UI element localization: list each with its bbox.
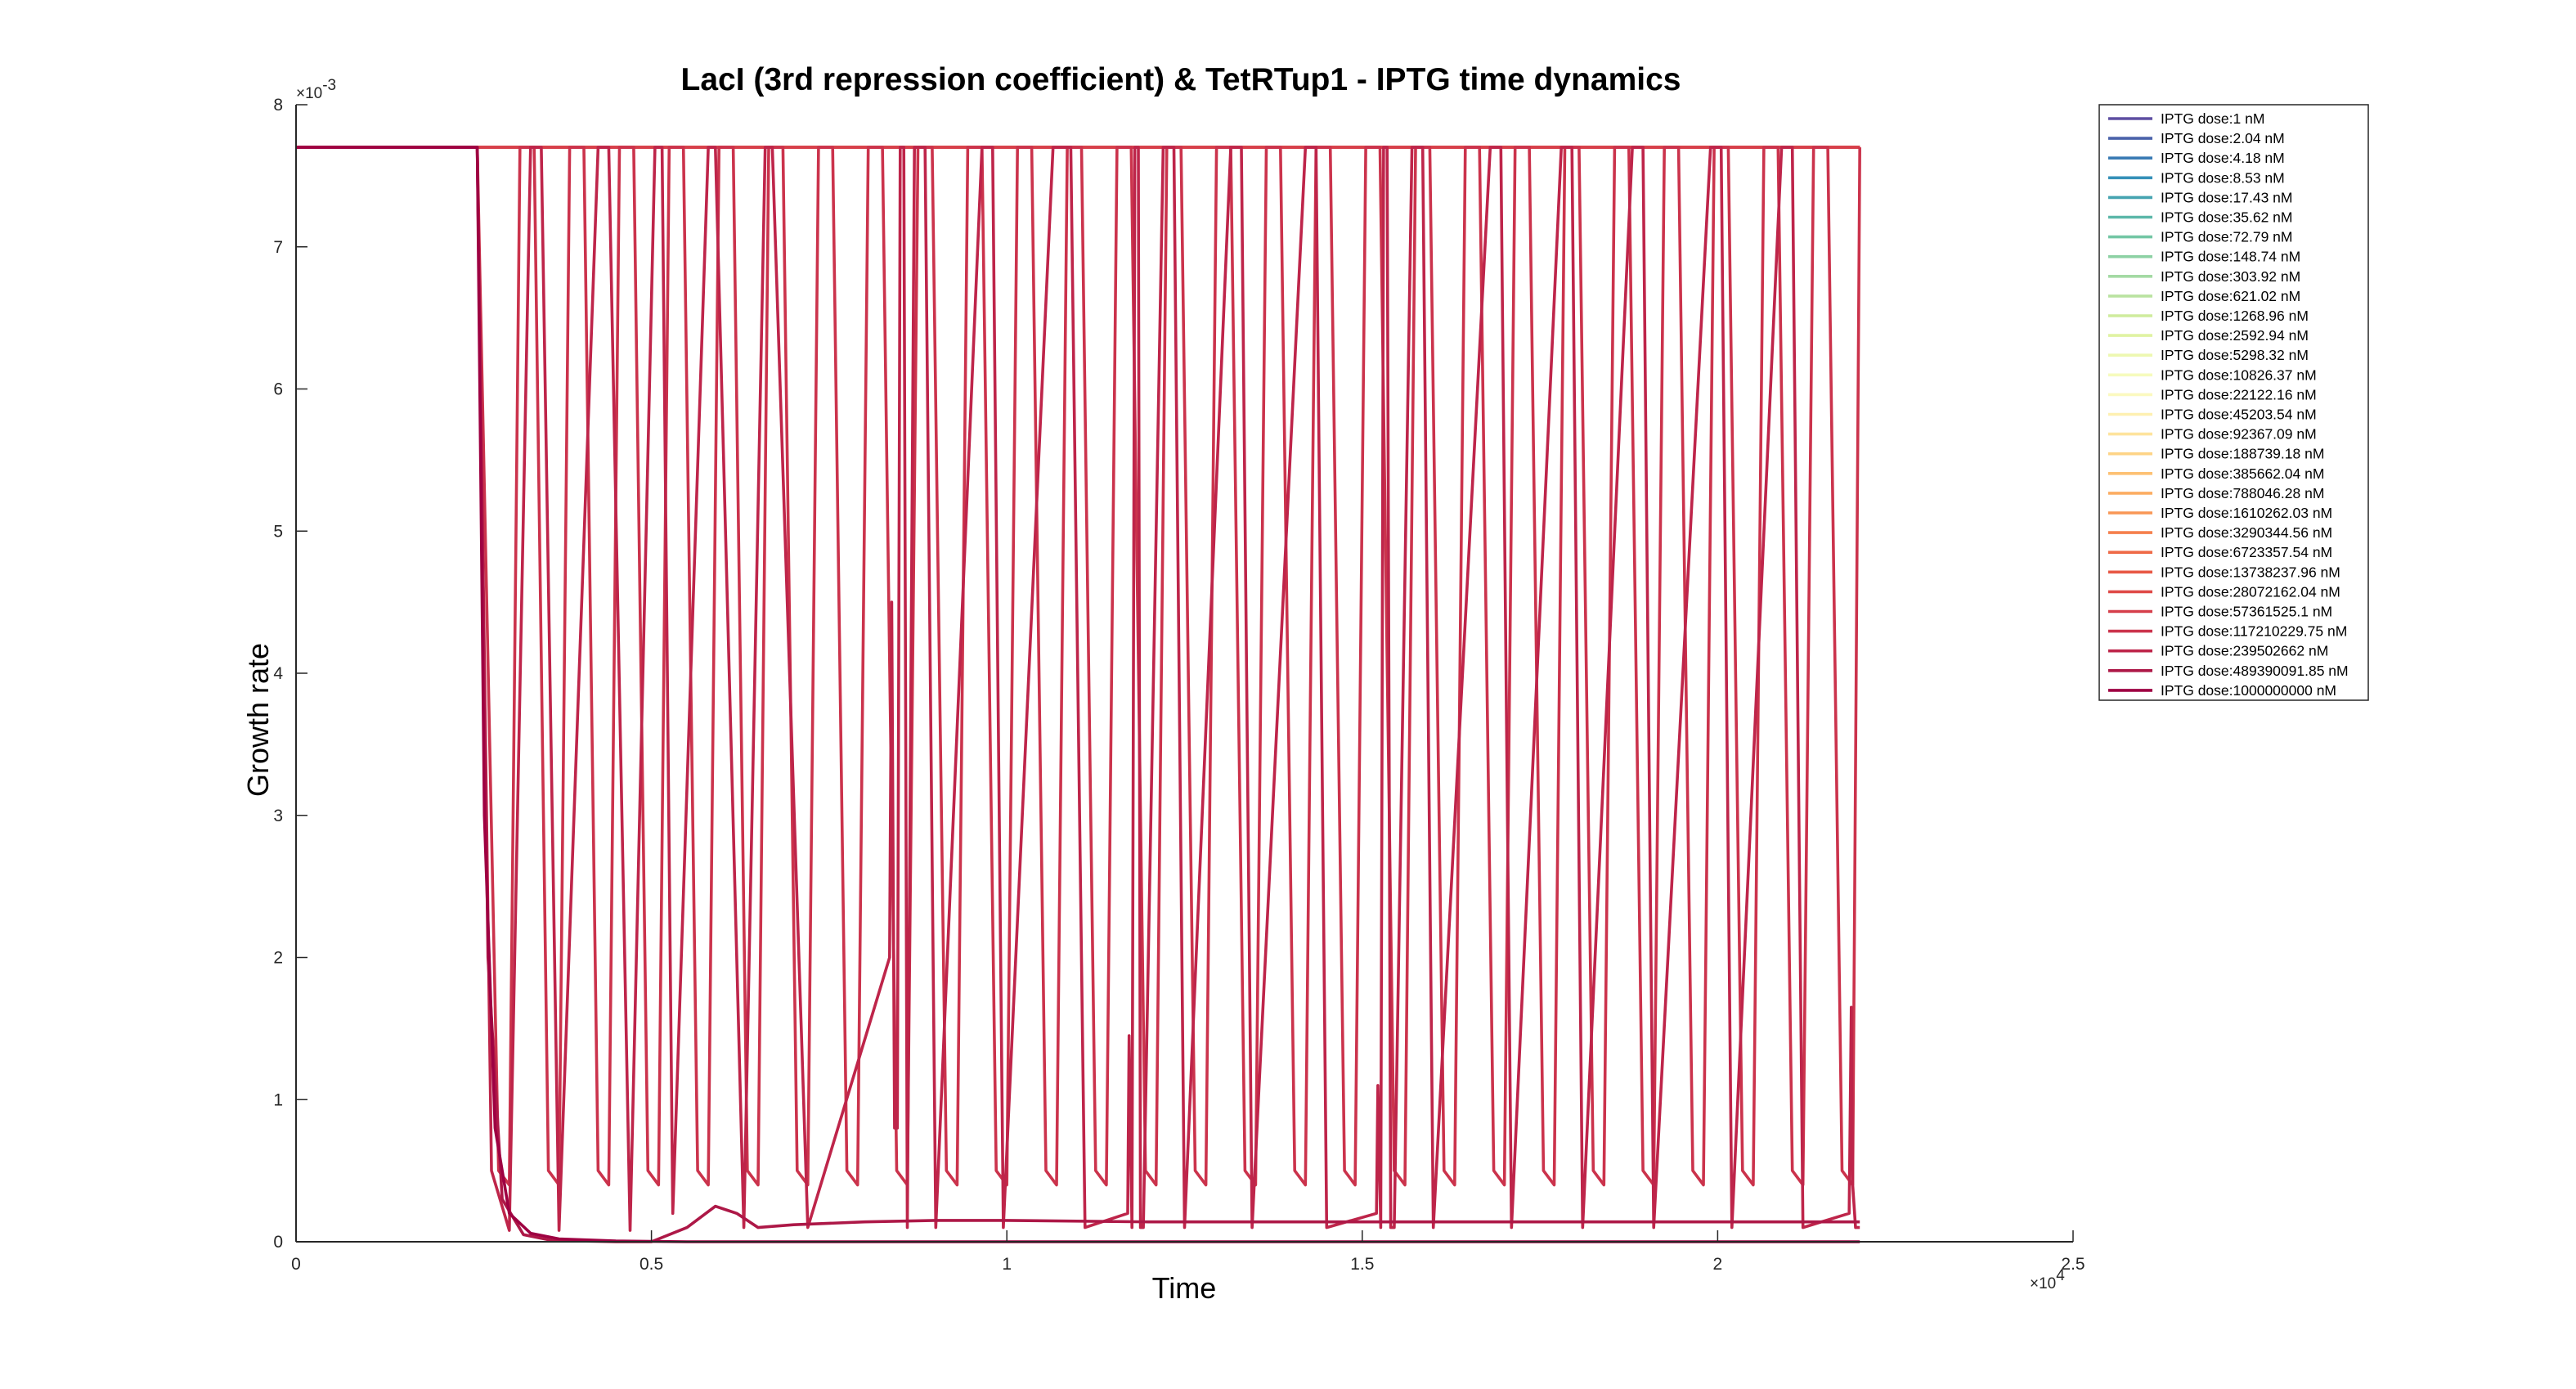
x-tick-label: 2.5: [2061, 1255, 2085, 1274]
legend-item: IPTG dose:1268.96 nM: [2108, 308, 2309, 324]
legend-item: IPTG dose:1 nM: [2108, 110, 2264, 127]
x-multiplier-base: ×10: [2030, 1275, 2056, 1292]
y-tick-label: 3: [273, 807, 283, 825]
y-axis-label: Growth rate: [241, 643, 275, 797]
x-tick-label: 1.5: [1350, 1255, 1374, 1274]
y-tick-label: 6: [273, 380, 283, 399]
legend-label: IPTG dose:188739.18 nM: [2161, 446, 2324, 462]
series-line-27: [296, 146, 1860, 1232]
legend-item: IPTG dose:22122.16 nM: [2108, 386, 2317, 402]
legend-item: IPTG dose:72.79 nM: [2108, 229, 2292, 245]
legend-label: IPTG dose:2592.94 nM: [2161, 327, 2309, 344]
legend-item: IPTG dose:28072162.04 nM: [2108, 583, 2340, 600]
x-tick-label: 0: [291, 1255, 301, 1274]
y-multiplier-exponent: -3: [322, 77, 336, 94]
legend-label: IPTG dose:489390091.85 nM: [2161, 663, 2349, 679]
legend-item: IPTG dose:117210229.75 nM: [2108, 623, 2347, 640]
legend-item: IPTG dose:489390091.85 nM: [2108, 663, 2349, 679]
legend-label: IPTG dose:3290344.56 nM: [2161, 524, 2332, 541]
legend-label: IPTG dose:1610262.03 nM: [2161, 505, 2332, 521]
legend-item: IPTG dose:10826.37 nM: [2108, 366, 2317, 383]
legend-label: IPTG dose:303.92 nM: [2161, 268, 2300, 285]
y-tick-label: 4: [273, 664, 283, 683]
legend-item: IPTG dose:788046.28 nM: [2108, 485, 2324, 501]
legend-item: IPTG dose:3290344.56 nM: [2108, 524, 2332, 541]
legend-label: IPTG dose:4.18 nM: [2161, 150, 2285, 166]
legend-label: IPTG dose:13738237.96 nM: [2161, 564, 2340, 580]
legend-label: IPTG dose:621.02 nM: [2161, 288, 2300, 304]
legend-label: IPTG dose:72.79 nM: [2161, 229, 2292, 245]
y-tick-label: 5: [273, 522, 283, 541]
legend-item: IPTG dose:6723357.54 nM: [2108, 544, 2332, 560]
y-tick-label: 7: [273, 238, 283, 257]
legend-label: IPTG dose:45203.54 nM: [2161, 407, 2317, 423]
legend-label: IPTG dose:57361525.1 nM: [2161, 604, 2332, 620]
legend-item: IPTG dose:1000000000 nM: [2108, 682, 2336, 699]
legend-items: IPTG dose:1 nM IPTG dose:2.04 nM IPTG dose…: [2108, 110, 2349, 699]
legend-label: IPTG dose:8.53 nM: [2161, 169, 2285, 186]
x-axis-multiplier: ×104: [2030, 1267, 2065, 1292]
legend-item: IPTG dose:57361525.1 nM: [2108, 604, 2332, 620]
legend-label: IPTG dose:10826.37 nM: [2161, 366, 2317, 383]
legend-item: IPTG dose:17.43 nM: [2108, 189, 2292, 205]
legend-label: IPTG dose:22122.16 nM: [2161, 386, 2317, 402]
legend-item: IPTG dose:385662.04 nM: [2108, 465, 2324, 482]
series-line-28: [296, 146, 1860, 1243]
plot-lines: [296, 146, 1861, 1243]
legend-item: IPTG dose:5298.32 nM: [2108, 347, 2309, 363]
legend-label: IPTG dose:148.74 nM: [2161, 249, 2300, 265]
legend-label: IPTG dose:28072162.04 nM: [2161, 583, 2340, 600]
x-ticks: 0 0.5 1 1.5 2 2.5: [291, 1230, 2085, 1274]
legend-item: IPTG dose:188739.18 nM: [2108, 446, 2324, 462]
legend-label: IPTG dose:6723357.54 nM: [2161, 544, 2332, 560]
x-tick-label: 1: [1002, 1255, 1012, 1274]
legend-item: IPTG dose:2.04 nM: [2108, 130, 2285, 146]
legend-label: IPTG dose:385662.04 nM: [2161, 465, 2324, 482]
legend-box: [2098, 104, 2369, 701]
legend-label: IPTG dose:1000000000 nM: [2161, 682, 2336, 699]
legend-item: IPTG dose:13738237.96 nM: [2108, 564, 2340, 580]
y-tick-label: 2: [273, 949, 283, 968]
legend-item: IPTG dose:2592.94 nM: [2108, 327, 2309, 344]
legend-label: IPTG dose:117210229.75 nM: [2161, 623, 2347, 640]
x-tick-label: 2: [1713, 1255, 1723, 1274]
legend-item: IPTG dose:4.18 nM: [2108, 150, 2285, 166]
legend-label: IPTG dose:92367.09 nM: [2161, 426, 2317, 443]
legend-item: IPTG dose:45203.54 nM: [2108, 407, 2317, 423]
legend-item: IPTG dose:621.02 nM: [2108, 288, 2300, 304]
legend-label: IPTG dose:17.43 nM: [2161, 189, 2292, 205]
legend-label: IPTG dose:1268.96 nM: [2161, 308, 2309, 324]
legend-item: IPTG dose:303.92 nM: [2108, 268, 2300, 285]
legend-label: IPTG dose:2.04 nM: [2161, 130, 2285, 146]
legend-item: IPTG dose:239502662 nM: [2108, 643, 2328, 659]
x-multiplier-exponent: 4: [2056, 1267, 2065, 1284]
y-multiplier-base: ×10: [296, 85, 322, 102]
y-axis-multiplier: ×10-3: [296, 77, 336, 102]
legend-label: IPTG dose:239502662 nM: [2161, 643, 2328, 659]
legend-label: IPTG dose:5298.32 nM: [2161, 347, 2309, 363]
legend-item: IPTG dose:1610262.03 nM: [2108, 505, 2332, 521]
legend-item: IPTG dose:35.62 nM: [2108, 209, 2292, 226]
legend-item: IPTG dose:92367.09 nM: [2108, 426, 2317, 443]
y-tick-label: 1: [273, 1090, 283, 1109]
legend-item: IPTG dose:8.53 nM: [2108, 169, 2285, 186]
y-tick-label: 8: [273, 96, 283, 115]
legend-item: IPTG dose:148.74 nM: [2108, 249, 2300, 265]
y-tick-label: 0: [273, 1233, 283, 1252]
legend-label: IPTG dose:1 nM: [2161, 110, 2264, 127]
y-ticks: 0 1 2 3 4 5 6 7 8: [273, 96, 307, 1252]
x-axis-label: Time: [1152, 1271, 1217, 1305]
legend-label: IPTG dose:788046.28 nM: [2161, 485, 2324, 501]
x-tick-label: 0.5: [640, 1255, 663, 1274]
legend: IPTG dose:1 nM IPTG dose:2.04 nM IPTG dose…: [2098, 104, 2369, 701]
chart-title: LacI (3rd repression coefficient) & TetR…: [681, 62, 1681, 97]
legend-label: IPTG dose:35.62 nM: [2161, 209, 2292, 226]
